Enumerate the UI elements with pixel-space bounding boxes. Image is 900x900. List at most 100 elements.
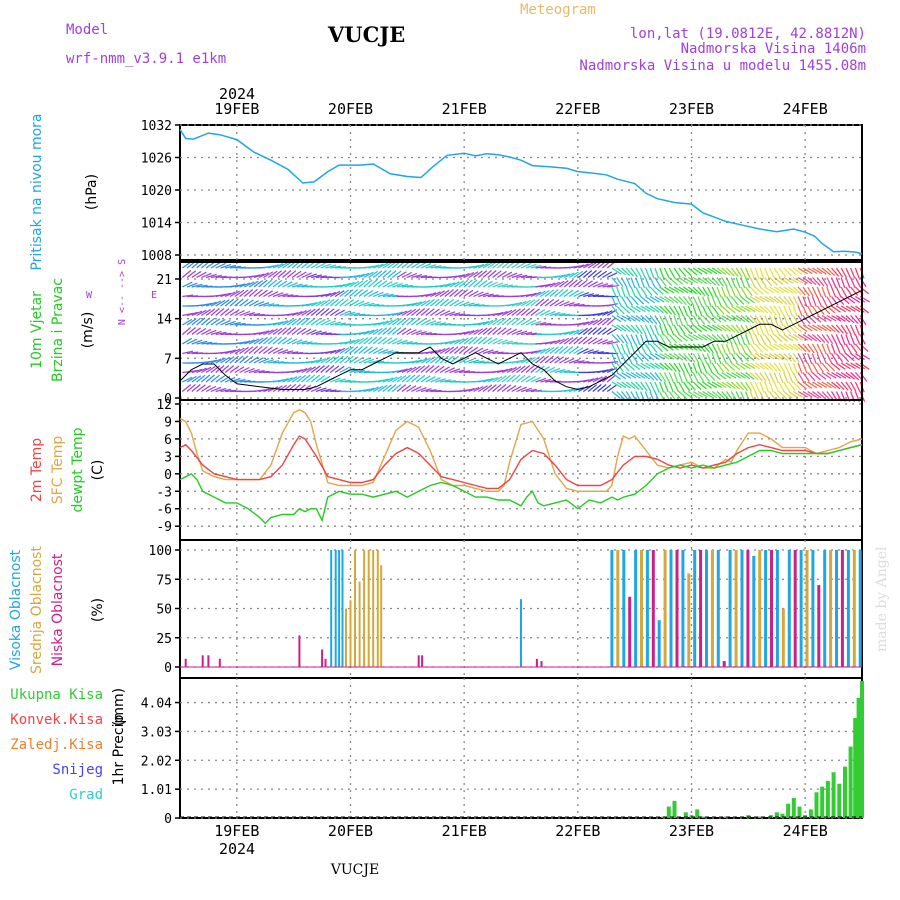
wind-barb <box>850 381 857 392</box>
wind-barb <box>492 375 503 383</box>
wind-barb <box>807 381 818 389</box>
wind-barb <box>286 327 297 335</box>
wind-barb <box>826 277 833 288</box>
wind-barb <box>654 343 664 353</box>
wind-barb <box>840 286 847 297</box>
wind-barb <box>243 355 254 364</box>
wind-barb <box>434 290 446 298</box>
precip-bar <box>695 809 700 818</box>
temp-tick-label: 6 <box>164 433 172 448</box>
cloud-bar <box>540 661 543 667</box>
wind-barb <box>754 295 766 303</box>
wind-barb <box>277 262 288 269</box>
wind-barb <box>625 314 637 322</box>
wind-barb <box>583 293 595 298</box>
wind-axis-name2: Brzina i Pravac <box>50 278 66 382</box>
wind-barb <box>573 347 584 355</box>
wind-barb <box>525 356 536 364</box>
wind-barb <box>630 362 641 370</box>
wind-barb <box>358 279 368 288</box>
wind-barb <box>573 303 585 307</box>
cloud-bar <box>663 550 667 667</box>
wind-barb <box>773 362 782 373</box>
wind-barb <box>788 286 798 295</box>
precip-bar <box>700 816 705 818</box>
wind-barb <box>248 369 260 374</box>
wind-barb <box>325 389 337 393</box>
wind-barb <box>707 334 717 342</box>
wind-barb <box>649 305 660 313</box>
wind-barb <box>735 305 746 313</box>
wind-barb <box>573 360 585 364</box>
wind-barb <box>268 304 280 307</box>
wind-barb <box>516 300 527 307</box>
wind-barb <box>682 372 689 384</box>
wind-barb <box>425 308 435 316</box>
wind-barb <box>678 267 687 277</box>
wind-barb <box>673 324 680 335</box>
wind-barb <box>497 375 507 383</box>
pressure-line <box>179 128 863 255</box>
wind-barb <box>831 362 841 371</box>
wind-barb <box>673 277 684 285</box>
precip-bar <box>757 816 762 818</box>
wind-barb <box>802 305 808 317</box>
wind-barb <box>735 296 745 305</box>
wind-barb <box>511 374 521 383</box>
wind-barb <box>654 305 664 314</box>
temp-tick-label: 9 <box>164 415 172 430</box>
wind-barb <box>831 305 841 313</box>
wind-barb <box>520 318 532 326</box>
precip-bar <box>808 809 813 818</box>
wind-barb <box>706 277 716 286</box>
wind-barb <box>554 356 565 364</box>
precip-tick-label: 3.03 <box>141 725 172 740</box>
cloud-bar <box>752 555 756 667</box>
wind-barb <box>740 286 748 297</box>
wind-barb <box>277 336 287 345</box>
top-date-4: 23FEB <box>669 100 714 118</box>
wind-barb <box>535 298 545 307</box>
cloud-bar <box>805 550 809 667</box>
precip-bar <box>820 786 825 818</box>
wind-barb <box>325 349 337 355</box>
precip-tick-label: 4.04 <box>141 697 172 712</box>
cloud-bar <box>746 550 750 667</box>
wind-barb <box>296 310 307 317</box>
wind-barb <box>401 328 412 336</box>
compass-east: E <box>151 290 157 301</box>
wind-barb <box>726 381 736 389</box>
wind-barb <box>706 305 714 316</box>
wind-barb <box>497 339 508 345</box>
wind-barb <box>229 348 241 355</box>
precip-bar <box>860 680 864 818</box>
wind-barb <box>272 270 282 278</box>
wind-barb <box>501 340 513 345</box>
wind-barb <box>244 339 255 345</box>
wind-barb <box>234 366 245 374</box>
wind-barb <box>459 331 470 336</box>
wind-barb <box>349 299 360 307</box>
wind-barb <box>783 372 789 384</box>
wind-barb <box>721 362 730 372</box>
wind-barb <box>239 289 249 297</box>
wind-barb <box>606 384 617 392</box>
wind-barb <box>416 275 428 279</box>
wind-barb <box>759 362 770 371</box>
wind-barb <box>215 375 226 383</box>
wind-barb <box>449 299 460 307</box>
wind-barb <box>434 365 445 373</box>
wind-barb <box>778 343 789 351</box>
wind-barb <box>191 283 203 288</box>
wind-barb <box>835 381 845 391</box>
wind-barb <box>391 383 402 392</box>
wind-barb <box>406 302 418 307</box>
wind-barb <box>430 308 440 316</box>
wind-barb <box>616 353 622 364</box>
wind-barb <box>387 326 397 335</box>
wind-barb <box>797 343 807 352</box>
wind-barb <box>253 345 263 354</box>
wind-barb <box>306 273 317 279</box>
precip-tick-label: 2.02 <box>141 754 172 769</box>
wind-barb <box>711 343 718 354</box>
